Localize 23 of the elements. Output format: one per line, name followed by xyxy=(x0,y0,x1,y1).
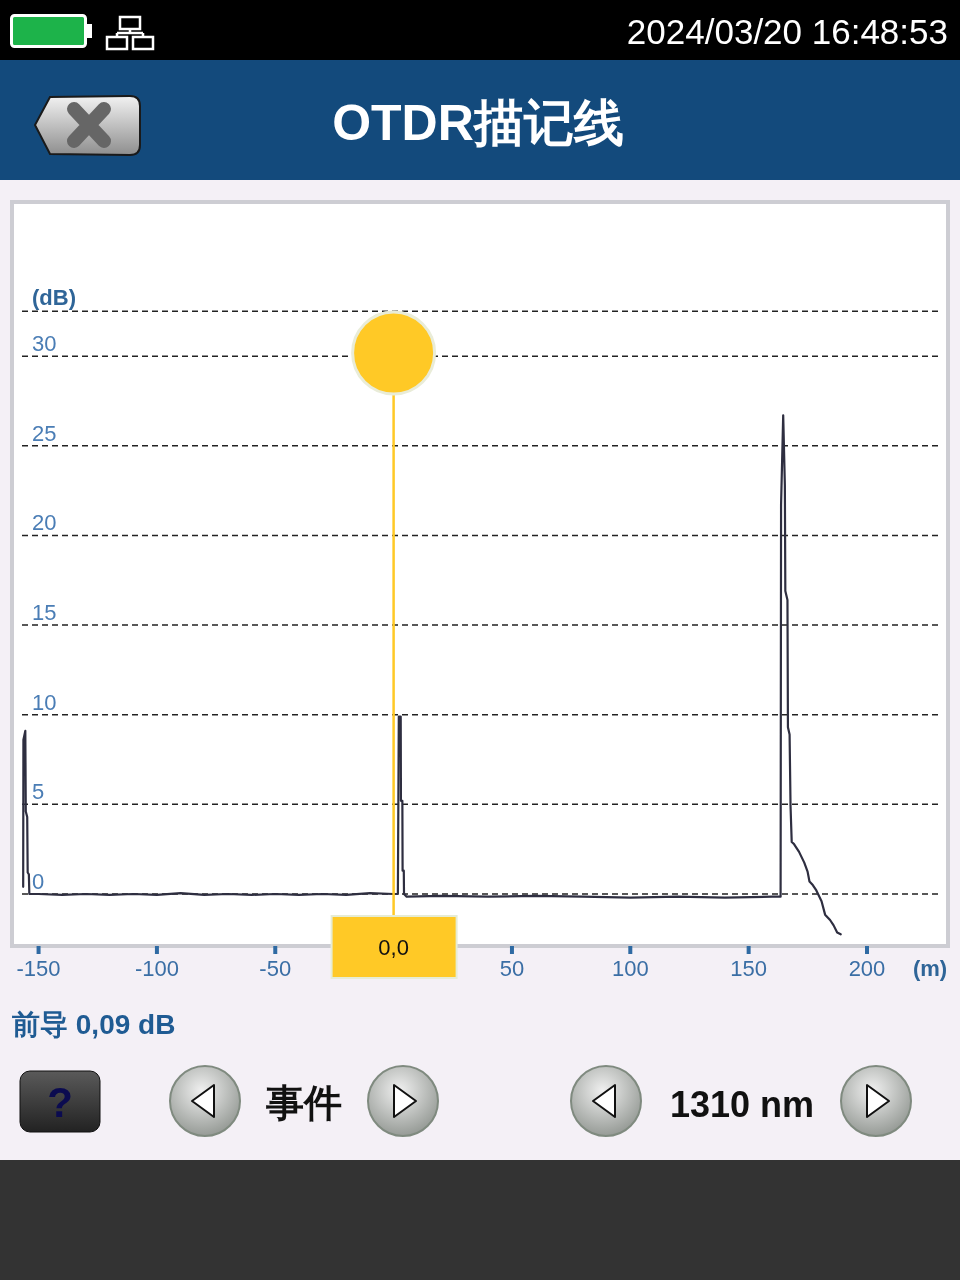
y-tick-label: 10 xyxy=(32,689,57,715)
y-tick-label: 0 xyxy=(32,869,45,895)
text: 事件 xyxy=(265,1082,342,1124)
y-tick-label: 5 xyxy=(32,779,45,805)
text: 1310 nm xyxy=(669,1084,815,1125)
x-tick-label: 50 xyxy=(499,956,525,981)
text: 前导 0,09 dB xyxy=(11,1009,176,1040)
y-tick-label: 15 xyxy=(32,600,57,626)
y-tick-label: 20 xyxy=(32,510,57,536)
x-tick-label: 200 xyxy=(848,956,886,981)
ref-line-label: 0,0 xyxy=(378,935,409,960)
y-tick-label: 25 xyxy=(32,420,57,446)
x-tick-label: -100 xyxy=(134,956,179,981)
x-tick-label: 100 xyxy=(611,956,649,981)
y-tick-label: 30 xyxy=(32,331,57,357)
x-tick-label: -150 xyxy=(16,956,61,981)
x-axis-title: (m) xyxy=(912,956,948,981)
x-tick-label: -50 xyxy=(259,956,292,981)
x-tick-label: 150 xyxy=(730,956,768,981)
y-axis-title: (dB) xyxy=(32,285,76,311)
chart-title: OTDR描记线 xyxy=(332,95,624,151)
text: 2024/03/20 16:48:53 xyxy=(626,12,948,51)
text: ? xyxy=(47,1079,73,1126)
